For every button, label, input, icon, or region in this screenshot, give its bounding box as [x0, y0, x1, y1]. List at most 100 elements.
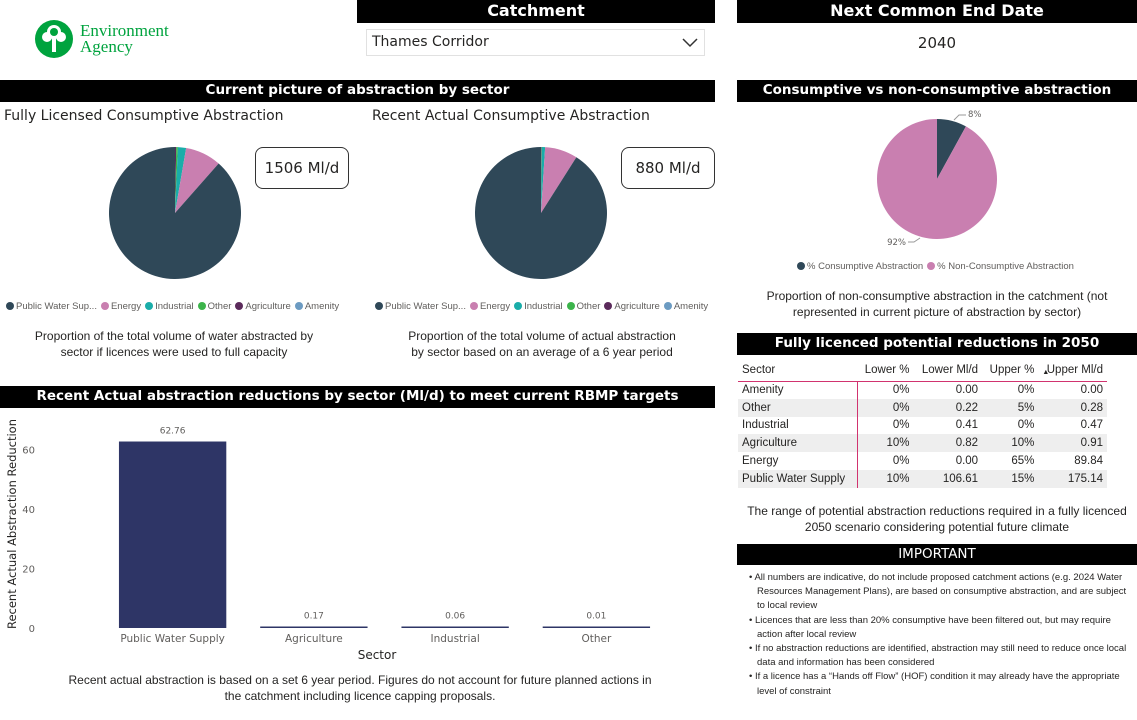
table-row[interactable]: Energy 0% 0.00 65% 89.84 — [738, 452, 1107, 470]
table-cell: 10% — [982, 434, 1039, 453]
pie-slice[interactable] — [175, 147, 187, 213]
legend-item[interactable]: Energy — [469, 301, 511, 312]
actual-pie-legend: Public Water Sup... Energy Industrial Other… — [375, 301, 712, 312]
table-cell: 65% — [1011, 455, 1035, 468]
catchment-dropdown[interactable]: Thames Corridor — [366, 29, 705, 56]
actual-total-card: 880 Ml/d — [621, 147, 715, 189]
pie-data-label: 8% — [968, 110, 982, 120]
important-note: If no abstraction reductions are identif… — [748, 642, 1132, 670]
pie-slice[interactable] — [541, 147, 546, 213]
catchment-selected-value: Thames Corridor — [372, 34, 489, 50]
consumptive-caption-line-2: represented in current picture of abstra… — [792, 305, 1082, 319]
table-cell: 10% — [857, 469, 914, 488]
bar-caption: Recent actual abstraction is based on a … — [30, 672, 690, 704]
table-row[interactable]: Amenity 0% 0.00 0% 0.00 — [738, 381, 1107, 399]
legend-item[interactable]: Industrial — [514, 301, 563, 312]
table-row[interactable]: Public Water Supply 10% 106.61 15% 175.14 — [738, 469, 1107, 488]
pie-slice[interactable] — [175, 147, 177, 213]
table-cell: 89.84 — [1074, 455, 1103, 468]
environment-agency-logo: Environment Agency — [34, 18, 194, 62]
licensed-caption-line-1: Proportion of the total volume of water … — [34, 329, 314, 343]
pie-slice[interactable] — [175, 147, 219, 213]
table-cell: 0.00 — [955, 384, 979, 397]
legend-item[interactable]: Public Water Sup... — [375, 301, 466, 312]
column-header-upper-mld-label: Upper Ml/d — [1046, 363, 1103, 376]
bar[interactable] — [401, 626, 509, 629]
table-row[interactable]: Industrial 0% 0.41 0% 0.47 — [738, 416, 1107, 435]
bar-caption-line-2: the catchment including licence capping … — [224, 689, 496, 703]
legend-label: Public Water Sup... — [385, 301, 466, 312]
column-header-upper-pct[interactable]: Upper % — [982, 359, 1039, 382]
legend-item[interactable]: % Consumptive Abstraction — [797, 261, 923, 272]
pie-slice[interactable] — [937, 119, 966, 179]
legend-item[interactable]: Other — [566, 301, 601, 312]
table-cell: Industrial — [738, 416, 858, 435]
bar-value-label: 0.17 — [304, 612, 324, 622]
pie-slice[interactable] — [877, 119, 997, 239]
y-tick-label: 20 — [22, 565, 35, 576]
y-tick-label: 40 — [22, 505, 35, 516]
reductions-caption-line-2: 2050 scenario considering potential futu… — [804, 520, 1070, 534]
legend-item[interactable]: % Non-Consumptive Abstraction — [927, 261, 1074, 272]
column-header-lower-mld[interactable]: Lower Ml/d — [913, 359, 983, 382]
end-date-header: Next Common End Date — [737, 0, 1137, 23]
pie-slice[interactable] — [475, 147, 607, 279]
bar[interactable] — [118, 441, 227, 628]
actual-caption-line-1: Proportion of the total volume of actual… — [408, 329, 676, 343]
legend-item[interactable]: Amenity — [663, 301, 708, 312]
legend-label: Public Water Sup... — [16, 301, 97, 312]
legend-item[interactable]: Public Water Sup... — [6, 301, 97, 312]
legend-label: Other — [576, 301, 601, 312]
logo-tree-icon — [35, 20, 73, 58]
pie-slice[interactable] — [175, 147, 178, 213]
licensed-chart-title: Fully Licensed Consumptive Abstraction — [4, 108, 284, 124]
legend-label: % Consumptive Abstraction — [807, 261, 924, 272]
legend-item[interactable]: Agriculture — [604, 301, 660, 312]
licensed-caption-line-2: sector if licences were used to full cap… — [60, 345, 288, 359]
legend-item[interactable]: Amenity — [294, 301, 339, 312]
legend-item[interactable]: Agriculture — [235, 301, 291, 312]
table-cell: 0.41 — [955, 419, 979, 432]
licensed-caption: Proportion of the total volume of water … — [4, 328, 344, 360]
table-row[interactable]: Agriculture 10% 0.82 10% 0.91 — [738, 434, 1107, 453]
logo-line-2: Agency — [80, 37, 133, 56]
table-cell: 5% — [982, 398, 1039, 417]
table-cell: Public Water Supply — [738, 469, 858, 488]
legend-swatch — [294, 302, 303, 310]
consumptive-section-header: Consumptive vs non-consumptive abstracti… — [737, 80, 1137, 102]
table-cell: 0% — [892, 455, 910, 468]
table-cell: 0% — [857, 398, 914, 417]
legend-swatch — [100, 302, 109, 310]
pie-slice[interactable] — [109, 147, 241, 279]
legend-item[interactable]: Industrial — [145, 301, 194, 312]
legend-item[interactable]: Other — [197, 301, 232, 312]
legend-label: Energy — [479, 301, 511, 312]
bar[interactable] — [260, 626, 368, 629]
table-cell: 10% — [857, 434, 914, 453]
legend-label: Agriculture — [245, 301, 291, 312]
legend-label: Other — [207, 301, 232, 312]
column-header-sector[interactable]: Sector — [738, 359, 858, 382]
table-row[interactable]: Other 0% 0.22 5% 0.28 — [738, 398, 1107, 417]
y-tick-label: 0 — [29, 624, 35, 635]
consumptive-caption: Proportion of non-consumptive abstractio… — [740, 288, 1134, 320]
legend-label: Energy — [110, 301, 142, 312]
pie-slice[interactable] — [541, 147, 542, 213]
x-tick-label: Industrial — [431, 633, 480, 645]
legend-item[interactable]: Energy — [100, 301, 142, 312]
y-axis-label: Recent Actual Abstraction Reduction — [5, 419, 19, 629]
table-cell: 175.14 — [1038, 469, 1107, 488]
actual-caption: Proportion of the total volume of actual… — [372, 328, 712, 360]
bar-value-label: 0.06 — [445, 612, 465, 622]
table-cell: 0.00 — [955, 455, 979, 468]
column-header-lower-pct[interactable]: Lower % — [857, 359, 914, 382]
pie-slice[interactable] — [541, 147, 577, 213]
bar[interactable] — [542, 626, 651, 629]
x-tick-label: Public Water Supply — [120, 633, 225, 645]
column-header-upper-mld[interactable]: ▲ Upper Ml/d — [1038, 359, 1107, 382]
end-date-value: 2040 — [917, 34, 957, 52]
reductions-table-header: Fully licenced potential reductions in 2… — [737, 333, 1137, 355]
reductions-caption: The range of potential abstraction reduc… — [740, 503, 1134, 535]
legend-label: Industrial — [524, 301, 563, 312]
y-tick-label: 60 — [22, 446, 35, 457]
